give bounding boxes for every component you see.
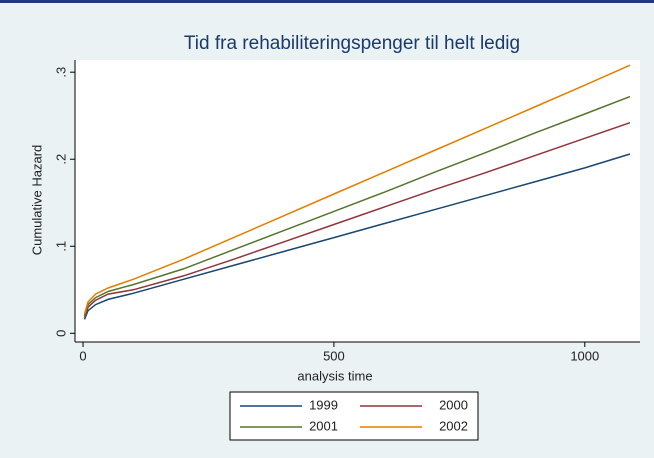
legend-label: 2001 [309, 418, 338, 433]
y-axis-title: Cumulative Hazard [29, 145, 44, 256]
y-tick-label: .2 [53, 154, 68, 165]
y-tick-label: .3 [53, 67, 68, 78]
y-tick-label: .1 [53, 241, 68, 252]
legend-label: 1999 [309, 397, 338, 412]
x-axis-title: analysis time [297, 368, 372, 383]
series-line [83, 121, 631, 318]
series-line [83, 95, 631, 317]
x-tick-label: 1000 [570, 348, 599, 363]
x-tick-label: 0 [79, 348, 86, 363]
series-line [83, 64, 631, 315]
legend-label: 2000 [439, 397, 468, 412]
chart-title: Tid fra rehabiliteringspenger til helt l… [184, 33, 520, 54]
y-tick-label: 0 [53, 330, 68, 337]
legend [229, 391, 479, 441]
plot-area [75, 60, 640, 342]
x-tick-label: 500 [323, 348, 345, 363]
series-line [83, 153, 631, 320]
top-border [0, 0, 654, 3]
legend-label: 2002 [439, 418, 468, 433]
